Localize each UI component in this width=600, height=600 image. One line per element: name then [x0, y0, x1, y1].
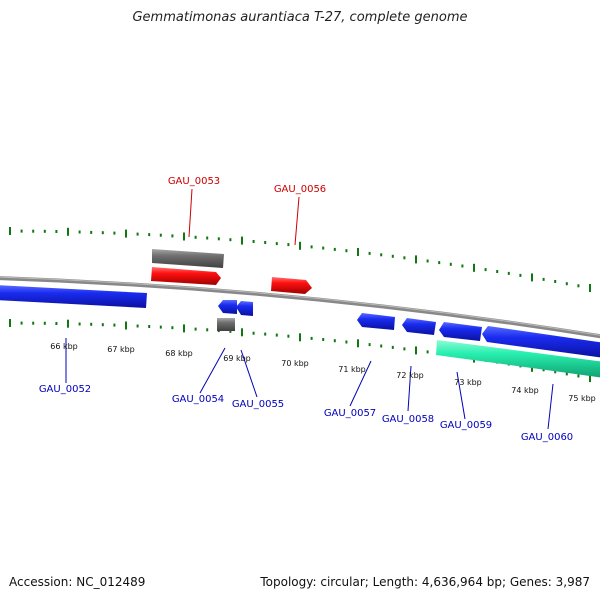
- scale-label-67kbp: 67 kbp: [107, 345, 135, 354]
- gene-label-gau-0059[interactable]: GAU_0059: [440, 420, 492, 431]
- leader-gau-0058: [407, 365, 412, 412]
- gene-arrow-gau-0058[interactable]: [402, 318, 436, 335]
- gene-label-gau-0056[interactable]: GAU_0056: [274, 184, 326, 195]
- leader-gau-0060: [547, 383, 554, 430]
- backbone-highlight: [0, 276, 600, 336]
- scale-label-74kbp: 74 kbp: [511, 386, 539, 395]
- gene-arrow-gau-0052[interactable]: [0, 285, 147, 308]
- gene-label-gau-0054[interactable]: GAU_0054: [172, 394, 224, 405]
- scale-label-70kbp: 70 kbp: [281, 359, 309, 368]
- accession-text: Accession: NC_012489: [9, 575, 146, 589]
- upper-tick-ring: [9, 227, 591, 292]
- gene-label-gau-0060[interactable]: GAU_0060: [521, 432, 573, 443]
- scale-label-66kbp: 66 kbp: [50, 342, 78, 351]
- gene-label-gau-0052[interactable]: GAU_0052: [39, 384, 91, 395]
- leader-gau-0053: [188, 188, 193, 238]
- scale-label-72kbp: 72 kbp: [396, 371, 424, 380]
- gene-label-gau-0055[interactable]: GAU_0055: [232, 399, 284, 410]
- gene-arrow-gau-0059[interactable]: [439, 322, 482, 341]
- gene-arrow-gau-0055[interactable]: [236, 301, 253, 316]
- rna-feature-lower[interactable]: [217, 318, 235, 331]
- gene-label-gau-0058[interactable]: GAU_0058: [382, 414, 434, 425]
- leader-gau-0059: [456, 371, 466, 420]
- gene-arrow-gau-0056[interactable]: [271, 277, 312, 294]
- scale-label-68kbp: 68 kbp: [165, 349, 193, 358]
- map-title: Gemmatimonas aurantiaca T-27, complete g…: [132, 10, 468, 25]
- scale-label-69kbp: 69 kbp: [223, 354, 251, 363]
- gene-arrow-gau-0053[interactable]: [151, 267, 221, 285]
- backbone-line: [0, 276, 600, 339]
- gene-arrow-gau-0054[interactable]: [218, 300, 237, 314]
- scale-label-73kbp: 73 kbp: [454, 378, 482, 387]
- gene-label-gau-0057[interactable]: GAU_0057: [324, 408, 376, 419]
- leader-gau-0057: [349, 360, 372, 407]
- genome-summary-text: Topology: circular; Length: 4,636,964 bp…: [260, 575, 590, 589]
- leader-gau-0055: [240, 349, 258, 398]
- rna-feature-upper[interactable]: [152, 249, 224, 268]
- gene-arrow-gau-0057[interactable]: [357, 313, 395, 330]
- scale-label-75kbp: 75 kbp: [568, 394, 596, 403]
- gene-label-gau-0053[interactable]: GAU_0053: [168, 176, 220, 187]
- leader-gau-0056: [294, 196, 300, 246]
- region-feature-gau-0060[interactable]: [436, 340, 600, 378]
- gene-arrow-gau-0060[interactable]: [482, 326, 600, 358]
- scale-label-71kbp: 71 kbp: [338, 365, 366, 374]
- leader-gau-0054: [199, 347, 226, 394]
